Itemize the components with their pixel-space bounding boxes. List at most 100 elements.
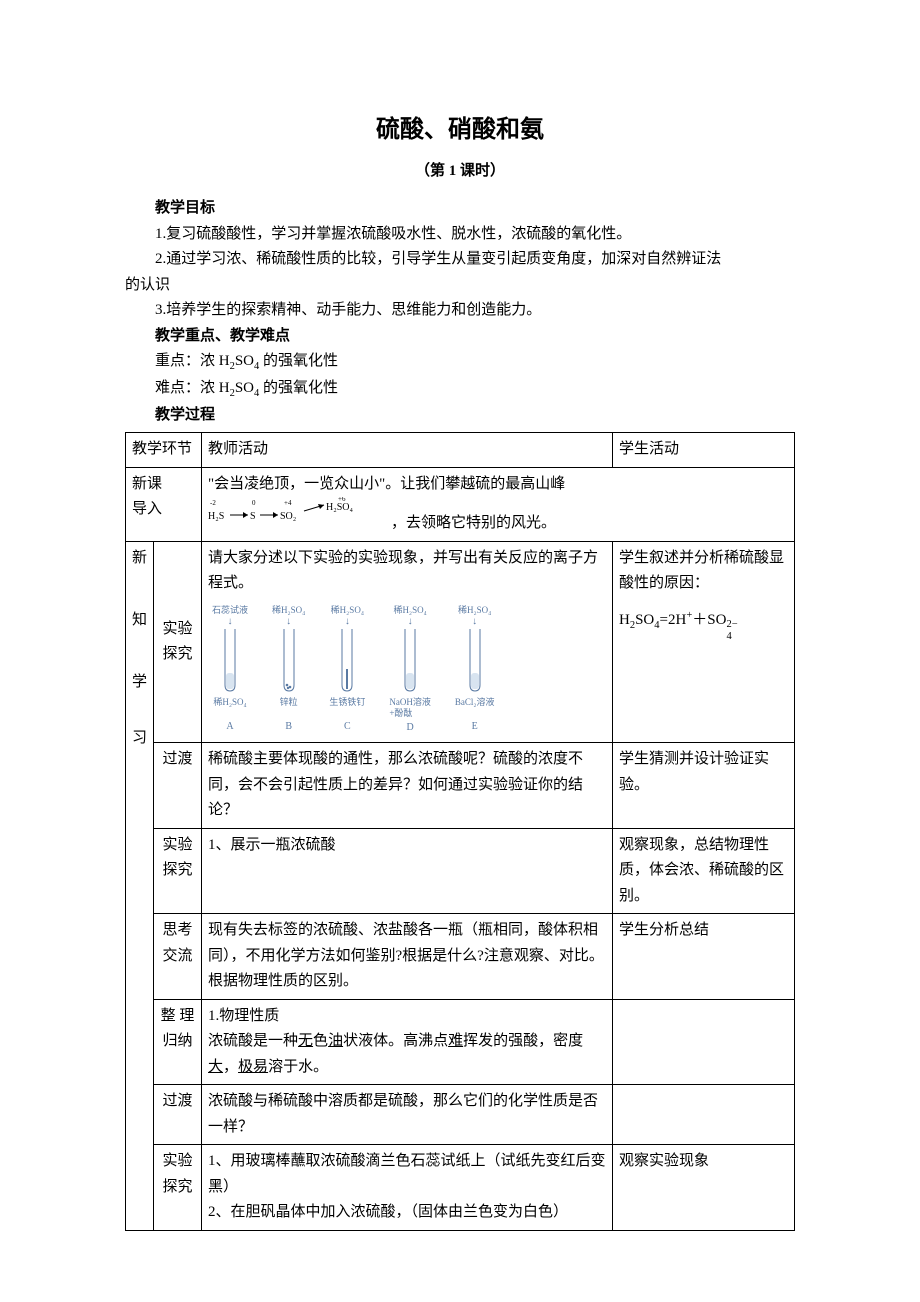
tube-d: 稀H₂SO₄ ↓ NaOH溶液 +酚酞 D [389,605,431,734]
exp2-row: 实验 探究 1、展示一瓶浓硫酸 观察现象，总结物理性质，体会浓、稀硫酸的区别。 [126,828,795,914]
think-row: 思考 交流 现有失去标签的浓硫酸、浓盐酸各一瓶（瓶相同，酸体积相同），不用化学方… [126,914,795,1000]
intro-label-2: 导入 [132,501,162,517]
tube-b: 稀H₂SO₄ ↓ 锌粒 B [272,605,305,734]
tube-d-letter: D [406,722,413,734]
sub-think: 思考 交流 [154,914,202,1000]
vh-know: 知 [132,608,147,634]
transition-2-row: 过渡 浓硫酸与稀硫酸中溶质都是硫酸，那么它们的化学性质是否一样？ [126,1085,795,1145]
focus1-pre: 重点：浓 H [155,353,230,369]
tube-b-top: 稀H₂SO₄ [272,605,305,616]
page-subtitle: （第 1 课时） [125,159,795,185]
vh-learn: 学 [132,670,147,696]
sub-summary: 整 理 归纳 [154,999,202,1085]
pu3: 难 [448,1033,463,1049]
student-exp-1: 学生叙述并分析稀硫酸显酸性的原因： H2SO4=2H+＋SO2−4 [613,541,795,742]
objective-3: 3.培养学生的探索精神、动手能力、思维能力和创造能力。 [125,298,795,324]
intro-row: 新课 导入 "会当凌绝顶，一览众山小"。让我们攀越硫的最高山峰 -2 H₂S 0… [126,467,795,541]
svg-text:SO₂: SO₂ [280,511,296,522]
eq-so: ＋SO [692,612,726,628]
test-tubes-diagram: 石蕊试液 ↓ 稀H₂SO₄ A 稀H₂SO₄ ↓ 锌粒 B 稀H₂SO₄ ↓ [212,605,602,734]
tube-d-bot: NaOH溶液 +酚酞 [389,697,431,719]
student-summary [613,999,795,1085]
pp1: 浓硫酸是一种 [208,1033,298,1049]
student-trans-2 [613,1085,795,1145]
objective-2a: 2.通过学习浓、稀硫酸性质的比较，引导学生从量变引起质变角度，加深对自然辨证法 [125,247,795,273]
svg-text:H₂SO₄: H₂SO₄ [326,502,353,513]
sub-trans-1: 过渡 [154,743,202,829]
tube-e-bot: BaCl₂溶液 [455,697,495,717]
teacher-exp-2: 1、展示一瓶浓硫酸 [202,828,613,914]
ionization-equation: H2SO4=2H+＋SO2−4 [619,607,788,635]
student-exp-2: 观察现象，总结物理性质，体会浓、稀硫酸的区别。 [613,828,795,914]
intro-teacher: "会当凌绝顶，一览众山小"。让我们攀越硫的最高山峰 -2 H₂S 0 S +4 … [202,467,795,541]
focus-heading: 教学重点、教学难点 [125,324,795,350]
svg-text:+4: +4 [284,499,292,507]
tube-c-letter: C [344,721,351,733]
sub-exp-3: 实验 探究 [154,1145,202,1231]
pp2: 色 [313,1033,328,1049]
exp1-text: 请大家分述以下实验的实验现象，并写出有关反应的离子方程式。 [208,546,606,597]
sub-exp-1: 实验 探究 [154,541,202,742]
eq-mid: =2H [660,612,687,628]
svg-text:H₂S: H₂S [208,511,224,522]
student-exp-3: 观察实验现象 [613,1145,795,1231]
hdr-stage: 教学环节 [126,433,202,468]
exp3-row: 实验 探究 1、用玻璃棒蘸取浓硫酸滴兰色石蕊试纸上（试纸先变红后变黑） 2、在胆… [126,1145,795,1231]
sub-exp-2: 实验 探究 [154,828,202,914]
pp5: ， [223,1059,238,1075]
vh-new: 新 [132,546,147,572]
teacher-summary: 1.物理性质 浓硫酸是一种无色油状液体。高沸点难挥发的强酸，密度大，极易溶于水。 [202,999,613,1085]
tube-e-letter: E [472,721,478,733]
vh-study: 习 [132,726,147,752]
focus-point-1: 重点：浓 H2SO4 的强氧化性 [125,349,795,376]
student-exp1-text: 学生叙述并分析稀硫酸显酸性的原因： [619,546,788,597]
objective-2b: 的认识 [125,273,795,299]
pp4: 挥发的强酸，密度 [463,1033,583,1049]
student-think: 学生分析总结 [613,914,795,1000]
sub-trans-2: 过渡 [154,1085,202,1145]
intro-label-1: 新课 [132,476,162,492]
teacher-think: 现有失去标签的浓硫酸、浓盐酸各一瓶（瓶相同，酸体积相同），不用化学方法如何鉴别?… [202,914,613,1000]
hdr-teacher: 教师活动 [202,433,613,468]
process-table: 教学环节 教师活动 学生活动 新课 导入 "会当凌绝顶，一览众山小"。让我们攀越… [125,432,795,1230]
tube-b-letter: B [285,721,292,733]
pp6: 溶于水。 [268,1059,328,1075]
focus1-post: 的强氧化性 [259,353,338,369]
svg-text:0: 0 [252,499,256,507]
process-heading: 教学过程 [125,403,795,429]
summary-row: 整 理 归纳 1.物理性质 浓硫酸是一种无色油状液体。高沸点难挥发的强酸，密度大… [126,999,795,1085]
eq-pre: H [619,612,630,628]
student-trans-1: 学生猜测并设计验证实验。 [613,743,795,829]
tube-d-top: 稀H₂SO₄ [393,605,426,616]
svg-text:S: S [250,511,256,522]
pu2: 油 [328,1033,343,1049]
focus2-pre: 难点：浓 H [155,380,230,396]
page-title: 硫酸、硝酸和氨 [125,110,795,151]
intro-text-1: "会当凌绝顶，一览众山小"。让我们攀越硫的最高山峰 [208,476,565,492]
tube-b-bot: 锌粒 [280,697,298,717]
tube-c-top: 稀H₂SO₄ [331,605,364,616]
tube-c-bot: 生锈铁钉 [329,697,365,717]
exp1-row: 新 知 学 习 实验 探究 请大家分述以下实验的实验现象，并写出有关反应的离子方… [126,541,795,742]
phys-prop-text: 浓硫酸是一种无色油状液体。高沸点难挥发的强酸，密度大，极易溶于水。 [208,1029,606,1080]
pp3: 状液体。高沸点 [343,1033,448,1049]
tube-a-top: 石蕊试液 [212,605,248,616]
objectives-heading: 教学目标 [125,196,795,222]
new-knowledge-label: 新 知 学 习 [126,541,154,1230]
tube-a: 石蕊试液 ↓ 稀H₂SO₄ A [212,605,248,734]
pu1: 无 [298,1033,313,1049]
teacher-exp-1: 请大家分述以下实验的实验现象，并写出有关反应的离子方程式。 石蕊试液 ↓ 稀H₂… [202,541,613,742]
focus-point-2: 难点：浓 H2SO4 的强氧化性 [125,376,795,403]
pu5: 极易 [238,1059,268,1075]
hdr-student: 学生活动 [613,433,795,468]
intro-label: 新课 导入 [126,467,202,541]
tube-c: 稀H₂SO₄ ↓ 生锈铁钉 C [329,605,365,734]
phys-prop-head: 1.物理性质 [208,1004,606,1030]
tube-a-letter: A [226,721,233,733]
table-header-row: 教学环节 教师活动 学生活动 [126,433,795,468]
intro-text-2: ，去领略它特别的风光。 [391,515,556,531]
oxidation-flow-diagram: -2 H₂S 0 S +4 SO₂ +6 H₂SO₄ [208,516,391,530]
focus2-post: 的强氧化性 [259,380,338,396]
tube-e-top: 稀H₂SO₄ [458,605,491,616]
tube-e: 稀H₂SO₄ ↓ BaCl₂溶液 E [455,605,495,734]
